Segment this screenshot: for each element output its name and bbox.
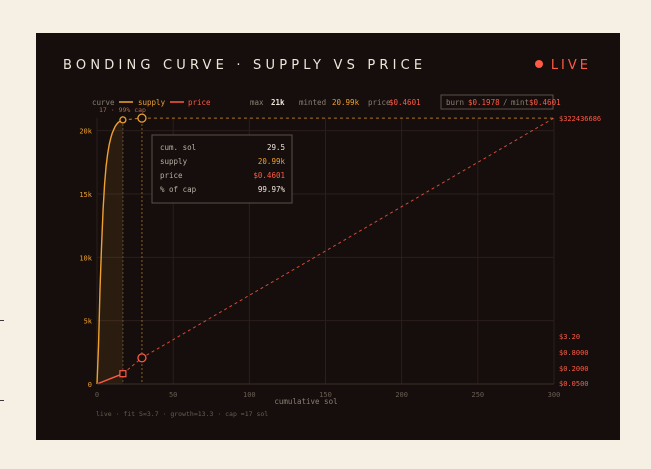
tooltip-row-label: % of cap	[160, 185, 197, 194]
price-line	[96, 373, 124, 385]
stat-max-value: 21k	[271, 98, 285, 107]
cap-marker-label: 17 · 99% cap	[99, 106, 146, 114]
y-tick-label-right: $3.20	[559, 333, 580, 341]
x-tick-label: 100	[243, 391, 256, 399]
edge-tick-lower	[0, 400, 4, 401]
legend-supply-label[interactable]: supply	[138, 98, 166, 107]
y-tick-label-left: 15k	[79, 191, 92, 199]
stat-minted-value: 20.99k	[332, 98, 360, 107]
y-tick-label-right: $0.0500	[559, 380, 589, 388]
x-tick-label: 50	[169, 391, 177, 399]
y-tick-label-left: 20k	[79, 128, 92, 136]
chart-svg: 0 50 100 150 200 250 300 0 5k 10k 15k 20k $0.0500 $0.…	[79, 94, 601, 418]
footer-note: live · fit S=3.7 · growth=13.3 · cap ≈17…	[96, 410, 268, 418]
live-dot-icon	[534, 60, 543, 68]
stat-minted-label: minted	[299, 98, 326, 107]
tooltip-row-label: supply	[160, 157, 188, 166]
price-marker-square	[119, 370, 127, 378]
tooltip-row-label: cum. sol	[160, 143, 196, 152]
legend-curve-label: curve	[92, 98, 115, 107]
burn-value: $0.1978	[468, 98, 500, 107]
x-axis-label: cumulative sol	[274, 397, 337, 406]
chart-panel: BONDING CURVE · SUPPLY VS PRICE LIVE 0 50…	[36, 33, 620, 440]
tooltip-row-value: 99.97%	[258, 185, 286, 194]
tooltip-row-value: 29.5	[267, 143, 285, 152]
stat-price-label: price	[368, 98, 391, 107]
legend-price-label[interactable]: price	[188, 98, 211, 107]
supply-line	[96, 119, 124, 385]
y-tick-label-left: 5k	[84, 318, 93, 326]
live-indicator[interactable]: LIVE	[534, 58, 591, 73]
stat-max-label: max	[250, 98, 264, 107]
y-tick-label-left: 0	[88, 381, 92, 389]
tooltip-row-value: 20.99k	[258, 157, 286, 166]
stat-price-value: $0.4601	[389, 98, 421, 107]
x-tick-label: 250	[472, 391, 485, 399]
price-marker-circle	[137, 353, 147, 363]
price-max-label: $322436686	[559, 115, 601, 123]
mint-value: $0.4601	[529, 98, 561, 107]
chart-title: BONDING CURVE · SUPPLY VS PRICE	[63, 58, 427, 73]
tooltip: cum. sol 29.5 supply 20.99k price $0.4601 % of…	[151, 134, 293, 204]
edge-tick-upper	[0, 320, 4, 321]
supply-marker-circle	[137, 113, 147, 123]
x-tick-label: 0	[95, 391, 99, 399]
tooltip-row-value: $0.4601	[253, 171, 285, 180]
mint-label: mint	[511, 98, 529, 107]
y-tick-label-right: $0.8000	[559, 349, 589, 357]
burn-mint-separator: /	[503, 98, 508, 107]
burn-label: burn	[446, 98, 464, 107]
live-label: LIVE	[550, 58, 591, 73]
axes: 0 50 100 150 200 250 300 0 5k 10k 15k 20k $0.0500 $0.…	[79, 115, 601, 399]
tooltip-row-label: price	[160, 171, 183, 180]
x-tick-label: 150	[319, 391, 332, 399]
y-tick-label-left: 10k	[79, 254, 92, 262]
supply-marker-circle	[119, 116, 127, 124]
supply-fill	[97, 119, 123, 385]
x-tick-label: 200	[395, 391, 408, 399]
supply-area	[97, 119, 123, 385]
guide-lines	[122, 116, 554, 384]
x-tick-label: 300	[548, 391, 561, 399]
series-markers	[119, 113, 147, 378]
burn-mint-box	[440, 94, 554, 110]
y-tick-label-right: $0.2000	[559, 365, 589, 373]
